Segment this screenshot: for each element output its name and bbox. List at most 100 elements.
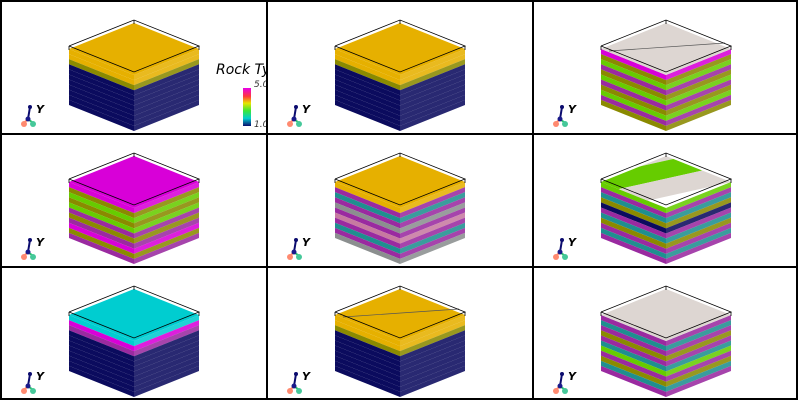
- cube-layer-left: [335, 217, 400, 249]
- cube-layer-right: [134, 74, 199, 106]
- axis-y-label: Y: [36, 236, 44, 249]
- cube-layer-left: [601, 325, 666, 357]
- top-face: [335, 23, 465, 75]
- scalar-bar-max: 5.0: [254, 80, 268, 90]
- render-viewport-p3[interactable]: Y: [532, 0, 798, 135]
- scalar-bar-min: 1.0: [254, 120, 268, 130]
- cube-layer-left: [601, 232, 666, 264]
- cube-layer-left: [69, 74, 134, 106]
- cube-layer-right: [666, 64, 731, 96]
- cube-layer-right: [134, 84, 199, 116]
- top-face: [335, 289, 465, 341]
- cube-layer-left: [335, 69, 400, 101]
- cube-layer-left: [69, 360, 134, 392]
- orientation-axes-icon: [553, 238, 568, 260]
- axis-y-label: Y: [36, 370, 44, 383]
- cube-layer-left: [335, 59, 400, 91]
- cube-layer-left: [69, 320, 134, 352]
- cube-layer-left: [601, 197, 666, 229]
- layered-block-model: [600, 285, 733, 397]
- cube-layer-right: [666, 315, 731, 347]
- top-face-line: [608, 42, 726, 52]
- cube-layer-right: [134, 335, 199, 367]
- render-viewport-p8[interactable]: Y: [266, 266, 534, 400]
- cube-layer-left: [601, 222, 666, 254]
- cube-layer-left: [335, 330, 400, 362]
- cube-layer-right: [400, 340, 465, 372]
- cube-layer-left: [335, 187, 400, 219]
- cube-layer-left: [69, 94, 134, 126]
- cube-layer-left: [69, 345, 134, 377]
- cube-layer-right: [134, 94, 199, 126]
- cube-layer-left: [335, 89, 400, 121]
- cube-layer-left: [335, 325, 400, 357]
- cube-layer-right: [400, 345, 465, 377]
- cube-layer-right: [666, 320, 731, 352]
- cube-layer-right: [400, 74, 465, 106]
- orientation-axes-icon: [21, 105, 36, 127]
- cube-layer-left: [335, 54, 400, 86]
- cube-layer-left: [69, 350, 134, 382]
- cube-layer-left: [69, 232, 134, 264]
- cube-layer-right: [666, 182, 731, 214]
- cube-layer-right: [666, 74, 731, 106]
- cube-layer-right: [666, 69, 731, 101]
- orientation-axes: Y: [286, 368, 316, 396]
- cube-layer-right: [134, 345, 199, 377]
- cube-layer-left: [601, 59, 666, 91]
- render-viewport-p1[interactable]: Y Rock Ty 5.0 1.0: [0, 0, 268, 135]
- cube-layer-right: [134, 187, 199, 219]
- render-viewport-p7[interactable]: Y: [0, 266, 268, 400]
- cube-layer-right: [134, 350, 199, 382]
- cube-layer-right: [666, 49, 731, 81]
- cube-layer-right: [666, 192, 731, 224]
- cube-layer-left: [69, 54, 134, 86]
- cube-layer-left: [601, 330, 666, 362]
- cube-layer-left: [69, 207, 134, 239]
- orientation-axes-icon: [553, 372, 568, 394]
- cube-layer-right: [400, 335, 465, 367]
- cube-layer-left: [601, 212, 666, 244]
- cube-layer-right: [134, 49, 199, 81]
- cube-layer-right: [400, 355, 465, 387]
- cube-layer-right: [134, 54, 199, 86]
- cube-layer-right: [134, 325, 199, 357]
- cube-layer-left: [601, 54, 666, 86]
- cube-layer-left: [601, 207, 666, 239]
- cube-layer-right: [400, 79, 465, 111]
- cube-layer-right: [134, 365, 199, 397]
- cube-layer-left: [601, 49, 666, 81]
- render-viewport-p9[interactable]: Y: [532, 266, 798, 400]
- orientation-axes: Y: [20, 101, 50, 129]
- cube-layer-right: [666, 54, 731, 86]
- render-viewport-p2[interactable]: Y: [266, 0, 534, 135]
- cube-layer-right: [666, 355, 731, 387]
- cube-layer-left: [335, 360, 400, 392]
- cube-layer-right: [134, 315, 199, 347]
- cube-layer-left: [69, 227, 134, 259]
- render-viewport-p5[interactable]: Y: [266, 133, 534, 268]
- cube-layer-right: [400, 222, 465, 254]
- render-viewport-p6[interactable]: Y: [532, 133, 798, 268]
- render-viewport-p4[interactable]: Y: [0, 133, 268, 268]
- orientation-axes-icon: [21, 238, 36, 260]
- cube-layer-left: [601, 182, 666, 214]
- cube-layer-left: [335, 74, 400, 106]
- cube-layer-right: [134, 217, 199, 249]
- cube-layer-right: [666, 59, 731, 91]
- cube-layer-right: [134, 202, 199, 234]
- cube-layer-left: [69, 182, 134, 214]
- orientation-axes: Y: [552, 368, 582, 396]
- top-face: [601, 23, 731, 75]
- cube-layer-left: [335, 320, 400, 352]
- cube-layer-left: [69, 59, 134, 91]
- cube-layer-left: [69, 49, 134, 81]
- cube-layer-left: [335, 232, 400, 264]
- orientation-axes: Y: [20, 368, 50, 396]
- cube-layer-right: [134, 99, 199, 131]
- cube-layer-left: [69, 99, 134, 131]
- orientation-axes-icon: [287, 105, 302, 127]
- cube-layer-left: [601, 79, 666, 111]
- axis-y-label: Y: [302, 236, 310, 249]
